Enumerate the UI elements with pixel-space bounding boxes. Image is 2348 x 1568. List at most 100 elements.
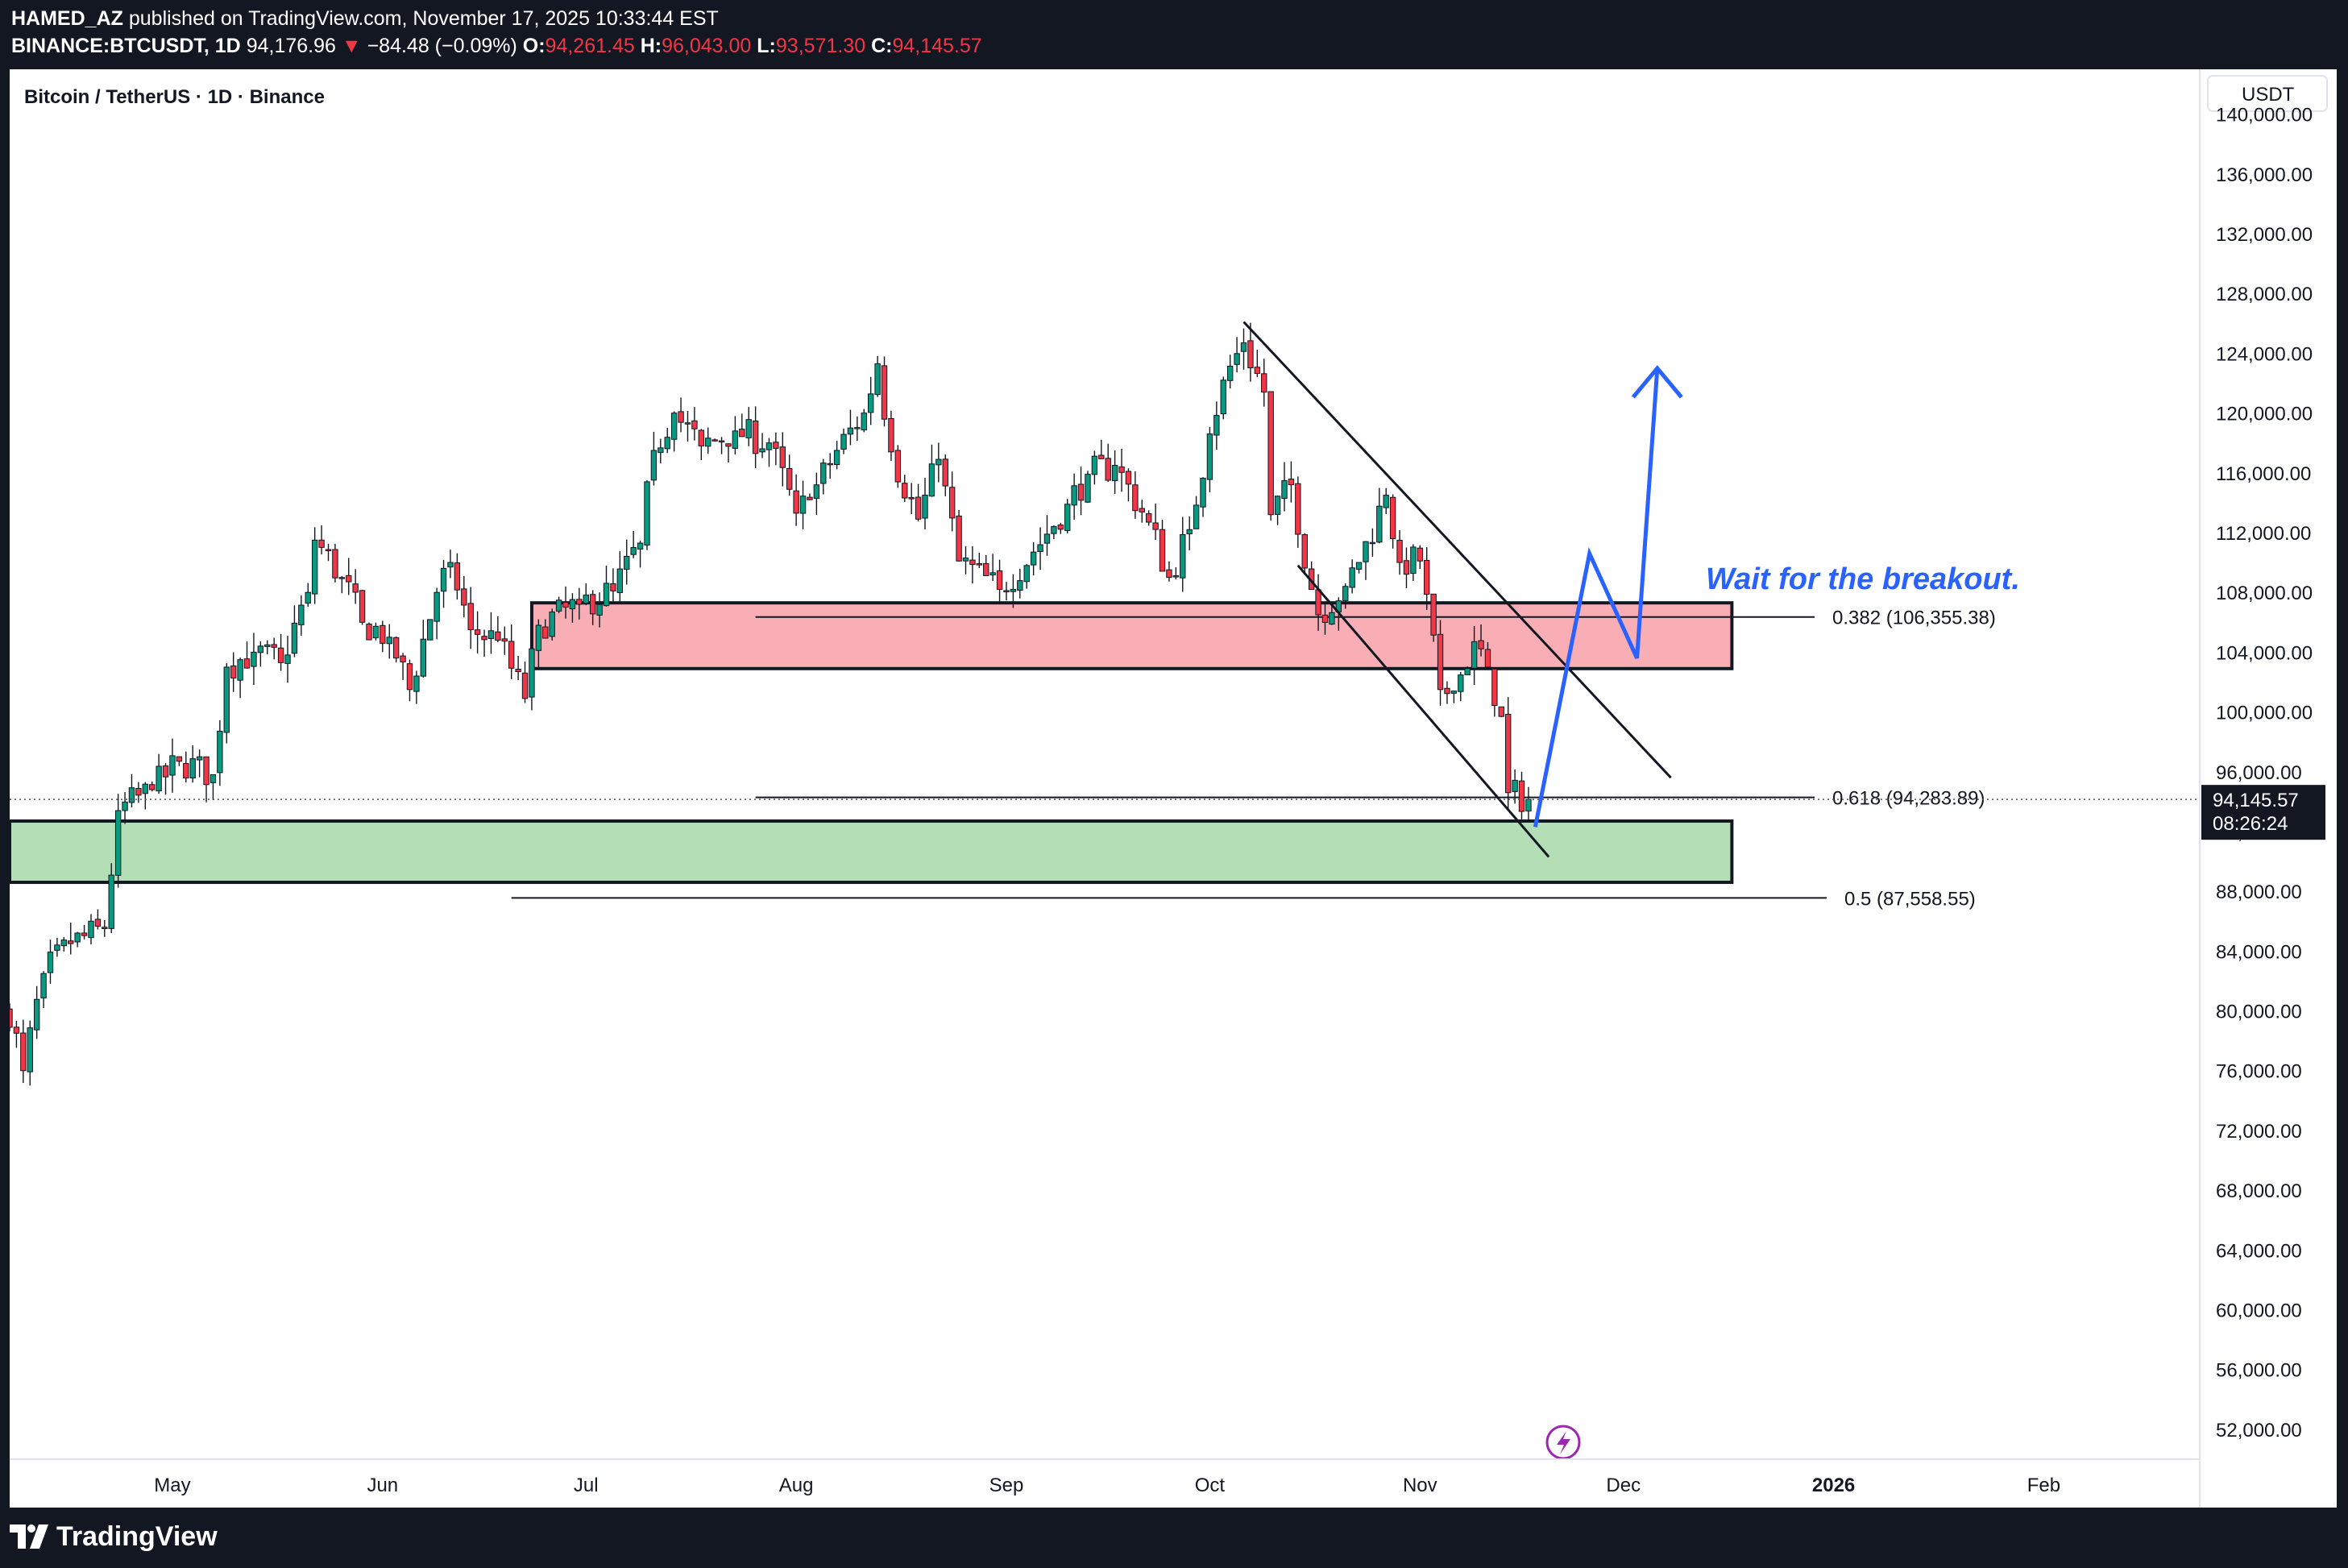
candle (406, 659, 413, 702)
price-tick-label: 56,000.00 (2216, 1360, 2302, 1382)
candle (799, 480, 807, 530)
candle-body (1512, 779, 1518, 792)
candle-body (380, 624, 386, 644)
chart-panel[interactable]: 0.382 (106,355.38) 0.618 (94,283.89) 0.5 (… (10, 69, 2337, 1508)
candle (624, 539, 630, 585)
fib-level-0.382-label: 0.382 (106,355.38) (1832, 608, 1996, 629)
candle (176, 756, 183, 766)
candle-body (420, 638, 427, 677)
candle (1240, 328, 1247, 370)
breakout-annotation[interactable]: Wait for the breakout. (1706, 562, 2020, 596)
candle (54, 937, 60, 957)
tradingview-logo[interactable]: TradingView (10, 1519, 218, 1554)
projection-path[interactable] (1533, 367, 1660, 828)
candle-body (739, 429, 745, 438)
candle (705, 427, 711, 454)
candle (1355, 562, 1363, 574)
flash-icon[interactable] (1545, 1425, 1581, 1460)
price-tick-label: 136,000.00 (2216, 164, 2313, 186)
candle-body (935, 458, 942, 466)
candle-body (1396, 539, 1403, 563)
candle-body (1363, 541, 1369, 562)
candle-body (47, 952, 54, 973)
candle-body (1261, 373, 1267, 393)
currency-button[interactable] (2207, 75, 2328, 112)
candle (1206, 426, 1213, 492)
candle (1444, 681, 1450, 704)
candle (793, 474, 799, 526)
candle (1010, 574, 1017, 608)
channel-upper-line[interactable] (1242, 321, 1672, 779)
candle (400, 653, 406, 680)
candle (1091, 450, 1098, 485)
candle-body (1240, 342, 1247, 352)
candle (243, 641, 251, 669)
candle (1071, 473, 1077, 521)
price-tick-label: 64,000.00 (2216, 1240, 2302, 1262)
candle-body (1518, 780, 1525, 812)
candle (237, 657, 243, 699)
candle (861, 409, 867, 433)
candle (521, 662, 529, 703)
candle (27, 1020, 33, 1086)
candle (576, 587, 583, 620)
candle (1450, 691, 1458, 703)
candle (779, 432, 786, 487)
fib-level-0.5-label: 0.5 (87,558.55) (1844, 888, 1976, 910)
low-value: 93,571.30 (775, 35, 866, 57)
candle-body (400, 655, 406, 663)
candle (847, 409, 854, 446)
candle (487, 612, 495, 654)
candle-body (1200, 478, 1206, 508)
candle (1043, 515, 1051, 556)
candle-body (1281, 480, 1288, 499)
candle-body (752, 420, 759, 454)
candle-body (854, 427, 861, 429)
support-zone[interactable] (10, 819, 1734, 885)
symbol-ticker[interactable]: BINANCE:BTCUSDT, 1D (11, 35, 241, 57)
candle (976, 552, 983, 569)
candle-body (555, 599, 562, 612)
candle (684, 410, 691, 442)
candle-body (264, 644, 271, 647)
channel-lower-line[interactable] (1296, 564, 1550, 858)
candle-body (1139, 508, 1145, 512)
candle (1288, 461, 1295, 503)
candle (1105, 443, 1111, 483)
candle-body (311, 539, 318, 595)
candle-body (942, 458, 948, 487)
candle-body (1478, 640, 1484, 649)
candle (637, 540, 644, 568)
candle (630, 530, 637, 558)
close-label: C: (871, 35, 893, 57)
author-name[interactable]: HAMED_AZ (11, 7, 123, 30)
candle-body (74, 932, 81, 943)
candle (1145, 510, 1152, 526)
candle (162, 763, 169, 795)
candle-body (1220, 380, 1226, 415)
candle-body (325, 549, 332, 551)
candle (658, 438, 664, 464)
candle (888, 410, 894, 461)
candle (1329, 604, 1335, 625)
price-tick-label: 52,000.00 (2216, 1420, 2302, 1441)
candle-body (1057, 525, 1064, 530)
price-tick-label: 108,000.00 (2216, 583, 2313, 604)
candle (1376, 487, 1383, 544)
candle-body (583, 594, 589, 604)
candle (1512, 769, 1518, 804)
price-tick-label: 96,000.00 (2216, 762, 2302, 784)
candle-body (68, 940, 74, 944)
candle-body (1145, 513, 1152, 523)
candle (338, 575, 346, 594)
candle-body (298, 604, 305, 625)
candle (508, 624, 515, 679)
price-chart[interactable]: 0.382 (106,355.38) 0.618 (94,283.89) 0.5 (… (10, 69, 2337, 1508)
time-tick-label: Feb (2027, 1475, 2060, 1496)
candle (1504, 697, 1512, 809)
candle-body (1329, 612, 1335, 625)
candle (81, 924, 88, 940)
footer-bar: TradingView (0, 1508, 2348, 1568)
resistance-zone[interactable] (529, 601, 1734, 670)
candle (189, 745, 196, 783)
